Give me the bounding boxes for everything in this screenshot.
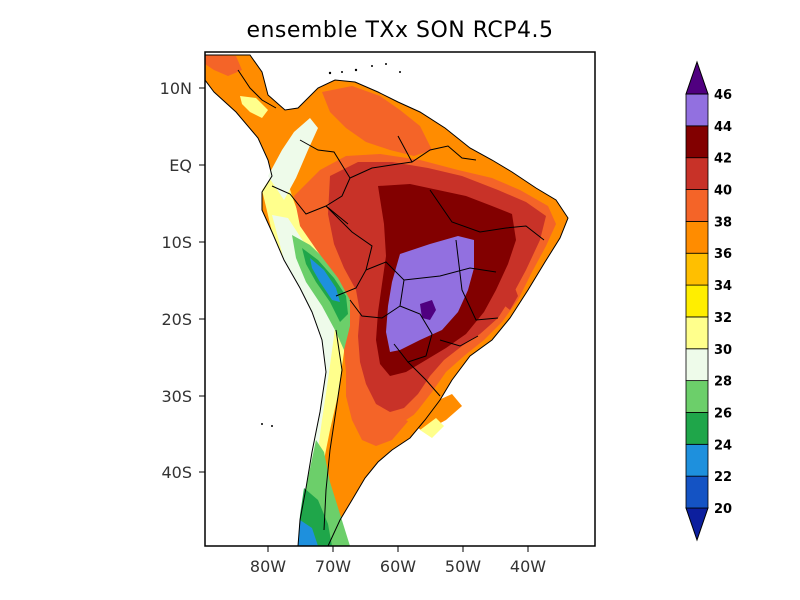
uruguay-pale	[420, 418, 444, 438]
border-colombia-venezuela	[299, 139, 351, 207]
colorbar-box	[685, 380, 709, 413]
colorbar: 20 22 24 26 28 30 32 34 36 38 40 42 44 46	[685, 60, 732, 542]
colorbar-label: 40	[714, 184, 732, 199]
border-venezuela-brazil	[349, 161, 413, 179]
colorbar-box	[685, 284, 709, 318]
colorbar-box	[685, 316, 709, 350]
border-argentina-brazil	[407, 361, 441, 397]
colorbar-box	[685, 125, 709, 159]
colorbar-box	[685, 157, 709, 190]
colorbar-label: 20	[714, 502, 732, 517]
colorbar-label: 24	[714, 438, 732, 453]
colorbar-box	[685, 220, 709, 254]
x-tick-label: 60W	[380, 557, 416, 576]
hotspot-over-46	[420, 300, 436, 320]
colorbar-box	[685, 252, 709, 286]
temperature-field	[205, 55, 568, 546]
border-paraguay	[393, 305, 433, 363]
brazil-states-5	[439, 335, 479, 347]
y-tick-label: 40S	[161, 463, 192, 482]
colorbar-box	[685, 189, 709, 222]
colorbar-box	[685, 412, 709, 445]
border-guianas	[397, 135, 477, 163]
north-andes-pale	[268, 118, 318, 200]
brazil-states-4	[505, 225, 545, 241]
coastline	[205, 54, 569, 546]
x-tick-label: 70W	[315, 557, 351, 576]
x-tick-label: 40W	[510, 557, 546, 576]
andes-blue-zone	[310, 258, 340, 302]
map-title: ensemble TXx SON RCP4.5	[246, 18, 554, 43]
colorbar-label: 30	[714, 343, 732, 358]
south-coast-orange	[406, 394, 462, 432]
colorbar-label: 28	[714, 375, 732, 390]
colorbar-label: 26	[714, 406, 732, 421]
x-tick-label: 80W	[250, 557, 286, 576]
brazil-states-3	[455, 239, 499, 321]
patagonia-blue	[298, 520, 318, 546]
brazil-states-1	[429, 189, 507, 233]
colorbar-box	[685, 475, 709, 509]
colorbar-label: 42	[714, 152, 732, 167]
central-america-pale	[240, 96, 268, 118]
country-borders	[205, 54, 569, 546]
colorbar-label: 46	[714, 88, 732, 103]
border-ecuador-peru	[271, 185, 349, 225]
central-44-46	[386, 236, 474, 352]
y-tick-label: 10S	[161, 233, 192, 252]
y-tick-label: EQ	[169, 156, 192, 175]
y-tick-label: 10N	[160, 79, 192, 98]
colorbar-label: 22	[714, 470, 732, 485]
northeast-red-patch	[500, 280, 518, 310]
y-axis: 10N EQ 10S 20S 30S 40S	[160, 79, 205, 482]
x-axis: 80W 70W 60W 50W 40W	[250, 546, 546, 576]
colorbar-label: 32	[714, 311, 732, 326]
central-america	[237, 69, 277, 109]
border-argentina-chile	[323, 329, 343, 531]
colorbar-label: 36	[714, 247, 732, 262]
caribbean-red	[205, 55, 242, 76]
west-coastline	[205, 79, 327, 546]
colorbar-label: 34	[714, 279, 732, 294]
border-peru-brazil	[325, 205, 373, 297]
colorbar-label: 38	[714, 215, 732, 230]
y-tick-label: 20S	[161, 310, 192, 329]
colorbar-box	[685, 93, 709, 127]
venezuela-red	[322, 86, 432, 156]
plot-frame	[204, 51, 596, 547]
colorbar-box	[685, 348, 709, 382]
colorbar-over-triangle	[685, 60, 709, 95]
islands	[261, 63, 401, 427]
colorbar-box	[685, 443, 709, 477]
colorbar-under-triangle	[685, 507, 709, 542]
colorbar-label: 44	[714, 120, 732, 135]
brazil-states-2	[403, 267, 497, 281]
y-tick-label: 30S	[161, 387, 192, 406]
x-tick-label: 50W	[445, 557, 481, 576]
